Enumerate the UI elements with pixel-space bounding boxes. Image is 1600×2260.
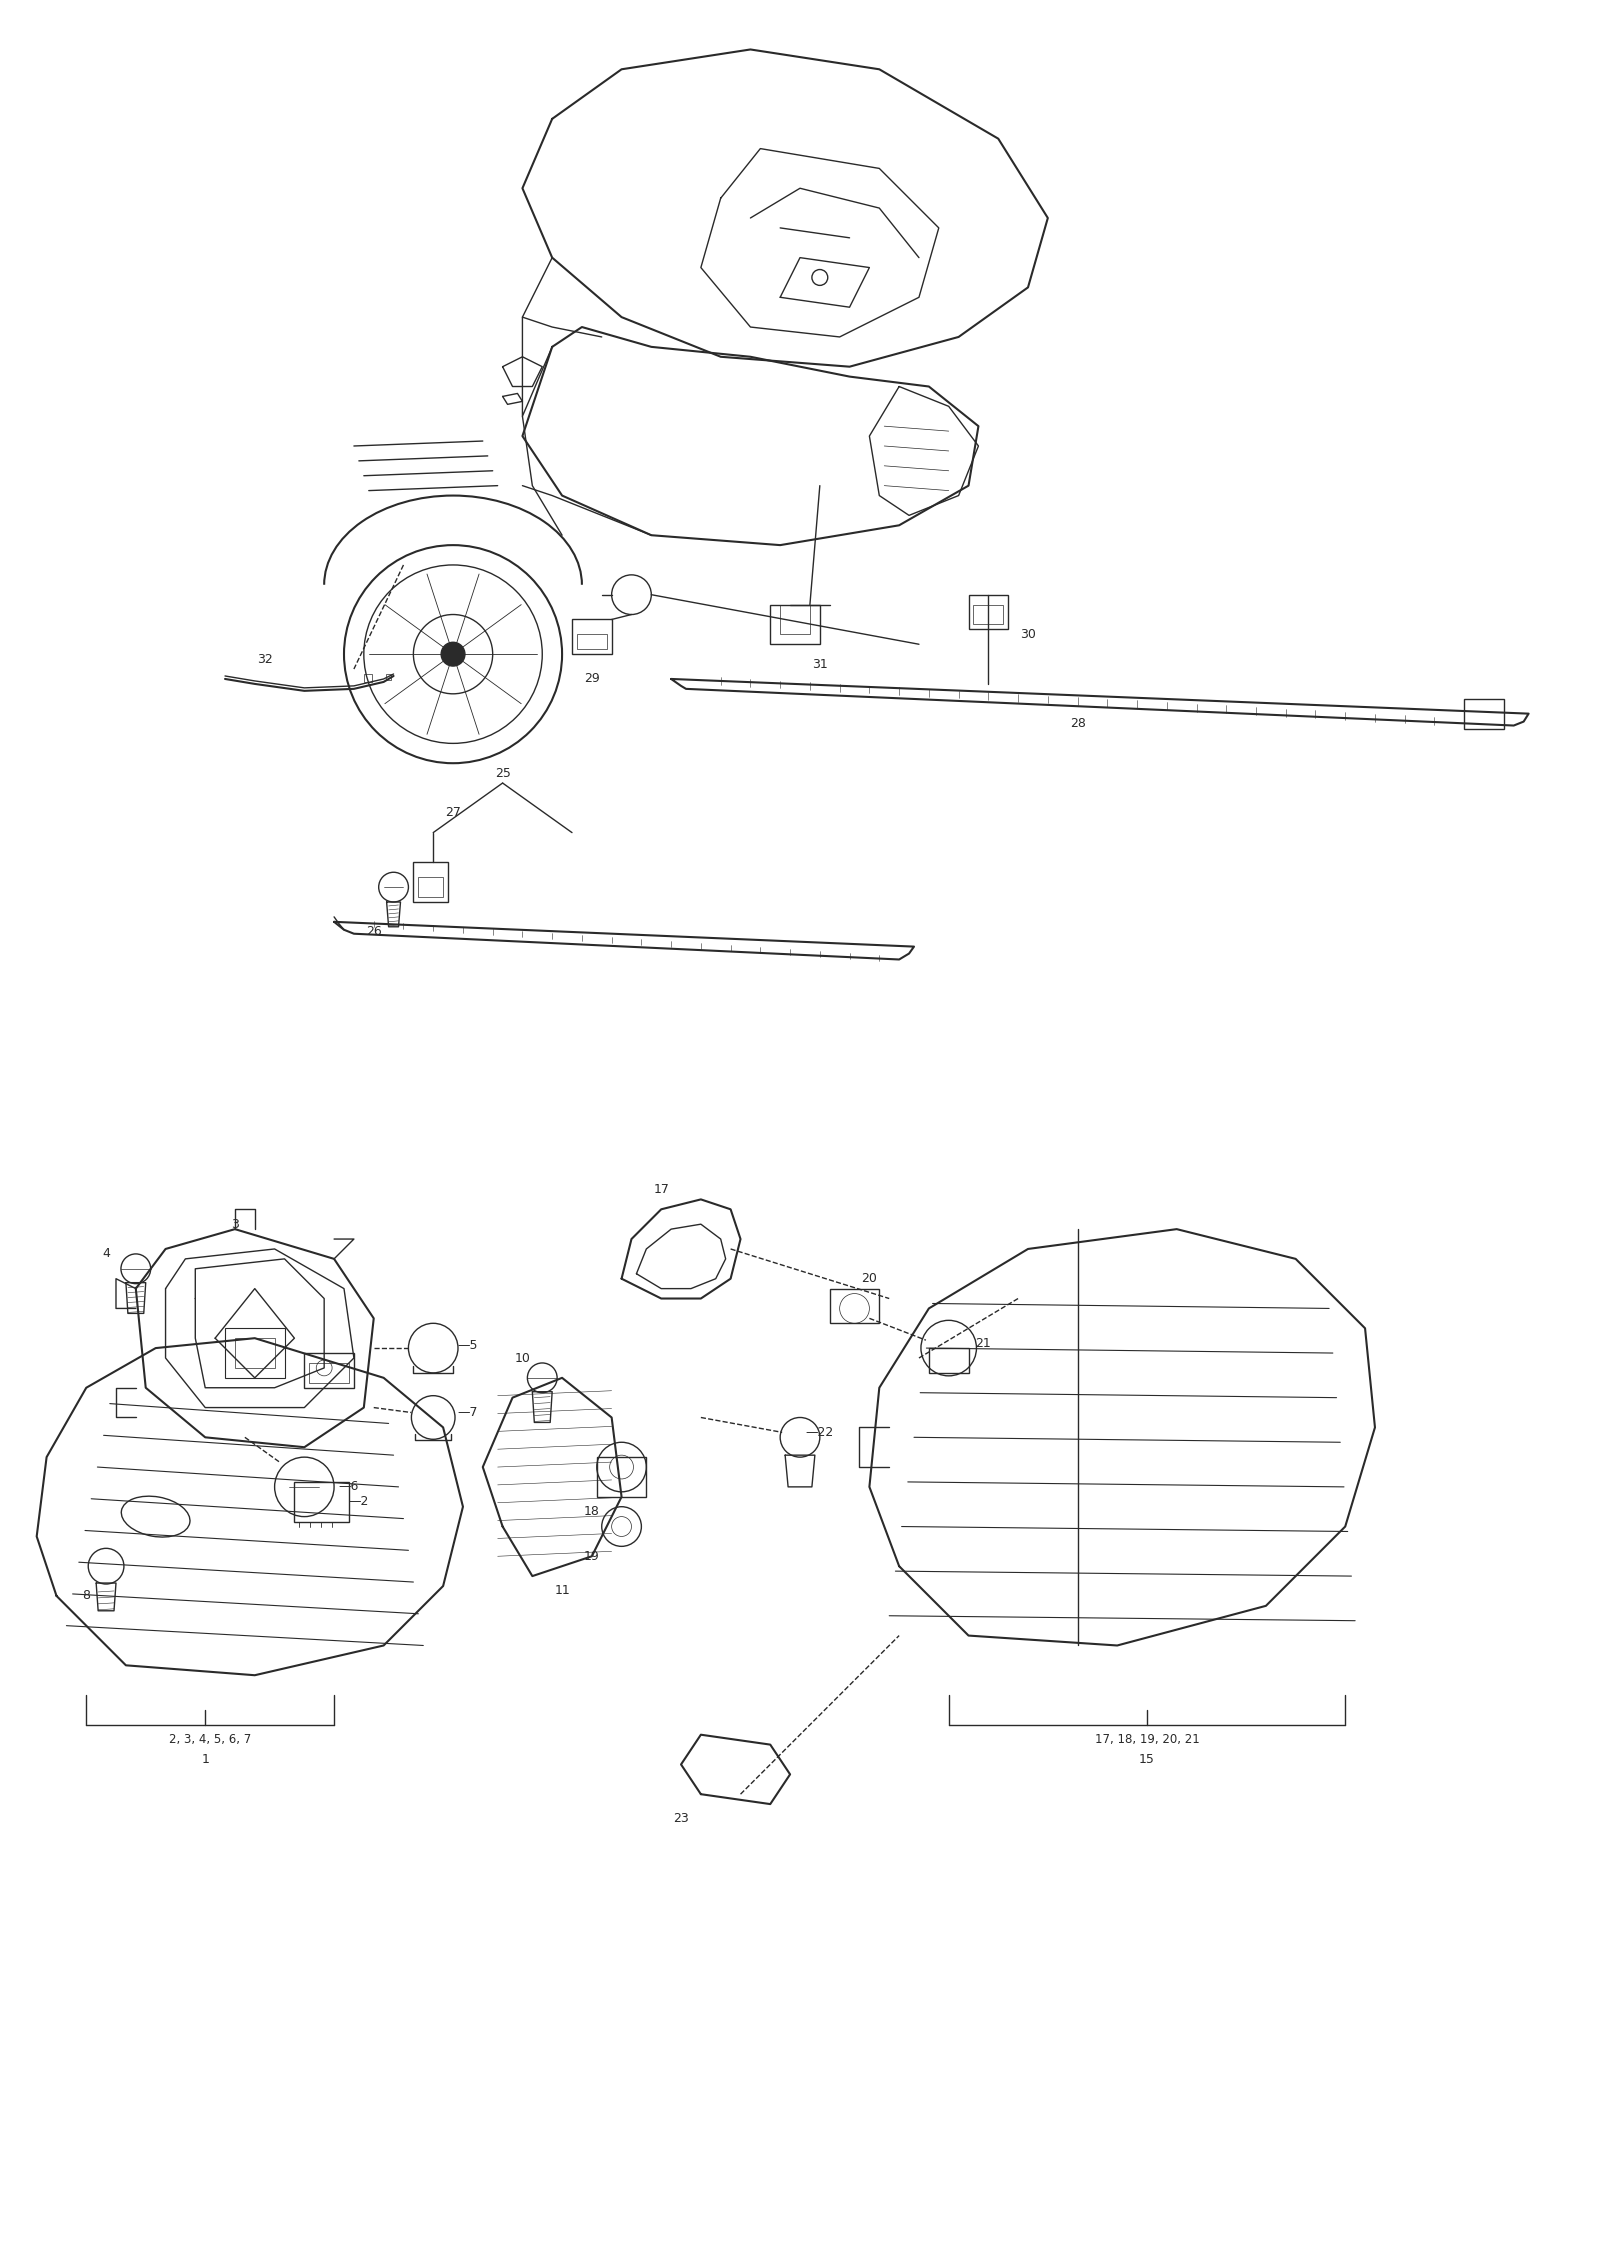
Text: 27: 27 bbox=[445, 807, 461, 820]
Text: 4: 4 bbox=[102, 1248, 110, 1261]
Bar bbox=[304, 1354, 354, 1388]
Text: 28: 28 bbox=[1070, 716, 1085, 730]
Text: 23: 23 bbox=[674, 1813, 690, 1826]
Bar bbox=[597, 1458, 646, 1496]
Bar bbox=[571, 619, 611, 653]
Text: 17, 18, 19, 20, 21: 17, 18, 19, 20, 21 bbox=[1094, 1733, 1200, 1747]
Text: 3: 3 bbox=[230, 1218, 238, 1232]
Circle shape bbox=[442, 642, 466, 667]
Bar bbox=[578, 635, 606, 649]
Text: 31: 31 bbox=[811, 658, 827, 671]
Text: 18: 18 bbox=[584, 1505, 600, 1519]
Text: 21: 21 bbox=[976, 1336, 992, 1349]
Text: 11: 11 bbox=[554, 1584, 570, 1598]
Text: —22: —22 bbox=[806, 1426, 834, 1440]
Bar bbox=[968, 594, 1008, 628]
Text: 30: 30 bbox=[1021, 628, 1035, 642]
Text: 1: 1 bbox=[202, 1754, 210, 1765]
Text: —7: —7 bbox=[458, 1406, 478, 1419]
Text: 17: 17 bbox=[653, 1182, 669, 1196]
Bar bbox=[294, 1483, 349, 1521]
Bar bbox=[418, 877, 443, 897]
Text: —6: —6 bbox=[339, 1480, 358, 1494]
Text: 8: 8 bbox=[82, 1589, 90, 1602]
Bar bbox=[1464, 698, 1504, 728]
Text: 29: 29 bbox=[584, 673, 600, 685]
Text: 20: 20 bbox=[861, 1272, 877, 1286]
Text: 10: 10 bbox=[515, 1351, 530, 1365]
Text: 32: 32 bbox=[258, 653, 272, 667]
Bar bbox=[770, 606, 819, 644]
Text: 2, 3, 4, 5, 6, 7: 2, 3, 4, 5, 6, 7 bbox=[170, 1733, 251, 1747]
Bar bbox=[235, 1338, 275, 1367]
Text: —5: —5 bbox=[458, 1338, 478, 1351]
Bar bbox=[973, 606, 1003, 624]
Bar bbox=[386, 673, 390, 680]
Text: 19: 19 bbox=[584, 1550, 600, 1562]
Bar bbox=[830, 1288, 880, 1324]
Bar bbox=[413, 863, 448, 902]
Bar bbox=[781, 606, 810, 635]
Bar bbox=[309, 1363, 349, 1383]
Text: 26: 26 bbox=[366, 924, 382, 938]
Text: 15: 15 bbox=[1139, 1754, 1155, 1765]
Bar bbox=[930, 1349, 968, 1372]
Text: —2: —2 bbox=[349, 1496, 370, 1507]
Bar bbox=[363, 673, 371, 683]
Bar bbox=[226, 1329, 285, 1379]
Text: 25: 25 bbox=[494, 766, 510, 780]
